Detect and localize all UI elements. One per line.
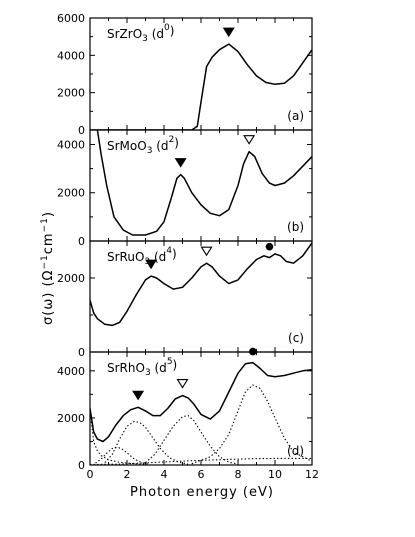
panel-letter: (b) <box>287 220 304 234</box>
x-tick-label: 8 <box>235 468 242 481</box>
x-tick-label: 4 <box>161 468 168 481</box>
y-axis-label: σ(ω) (Ω−1cm−1) <box>40 211 56 325</box>
oscillator-component-line <box>90 410 146 465</box>
oscillator-component-line <box>104 420 189 465</box>
material-label: SrZrO3 (d0) <box>107 23 174 44</box>
material-label: SrRuO3 (d4) <box>107 246 177 267</box>
x-tick-label: 6 <box>198 468 205 481</box>
x-axis-label: Photon energy (eV) <box>130 485 274 500</box>
panel-letter: (a) <box>287 109 304 123</box>
panel-c: 0 2000 SrRuO3 (d4) (c) <box>57 240 313 359</box>
peak-marker-filled-triangle <box>174 158 187 168</box>
peak-marker-filled-triangle <box>222 27 235 38</box>
peak-marker-circle <box>249 347 257 356</box>
oscillator-component-line <box>95 446 150 465</box>
panel-b: 0 2000 4000 SrMoO3 (d2) (b) <box>57 129 313 248</box>
y-tick-label: 2000 <box>57 272 85 285</box>
peak-marker-filled-triangle <box>132 390 145 401</box>
y-tick-label: 0 <box>78 124 85 137</box>
panel-letter: (c) <box>288 331 304 345</box>
x-tick-label: 10 <box>268 468 282 481</box>
material-label: SrMoO3 (d2) <box>107 135 179 156</box>
panel-d: 0 2000 4000 0 2 4 6 8 10 12 SrRhO3 (d5) (d) <box>57 347 319 481</box>
series-group <box>90 361 312 465</box>
y-tick-label: 2000 <box>57 412 85 425</box>
peak-marker-circle <box>265 242 274 251</box>
x-tick-label: 2 <box>124 468 131 481</box>
series-group <box>90 43 312 130</box>
x-tick-label: 12 <box>305 468 319 481</box>
series-group <box>90 242 312 327</box>
y-tick-label: 0 <box>78 346 85 359</box>
conductivity-line <box>90 361 312 443</box>
series-group <box>96 130 312 236</box>
y-tick-label: 6000 <box>57 12 85 25</box>
y-tick-label: 4000 <box>57 138 85 151</box>
y-tick-label: 2000 <box>57 187 85 200</box>
peak-marker-open-triangle <box>243 135 256 145</box>
y-tick-label: 4000 <box>57 49 85 62</box>
peak-marker-open-triangle <box>176 379 189 389</box>
y-tick-label: 0 <box>78 459 85 472</box>
peak-marker-filled-triangle <box>145 259 158 270</box>
x-tick-label: 0 <box>87 468 94 481</box>
panel-a: 0 2000 4000 6000 SrZrO3 (d0) (a) <box>57 12 313 137</box>
panel-letter: (d) <box>287 444 304 458</box>
conductivity-line <box>96 130 312 236</box>
peak-marker-open-triangle <box>200 246 213 257</box>
oscillator-component-line <box>145 415 239 465</box>
conductivity-line <box>90 242 312 327</box>
oscillator-component-line <box>191 384 312 465</box>
conductivity-line <box>90 43 312 130</box>
y-tick-label: 0 <box>78 235 85 248</box>
oscillator-component-line <box>90 457 312 465</box>
material-label: SrRhO3 (d5) <box>107 357 177 378</box>
y-tick-label: 4000 <box>57 365 85 378</box>
y-tick-label: 2000 <box>57 87 85 100</box>
